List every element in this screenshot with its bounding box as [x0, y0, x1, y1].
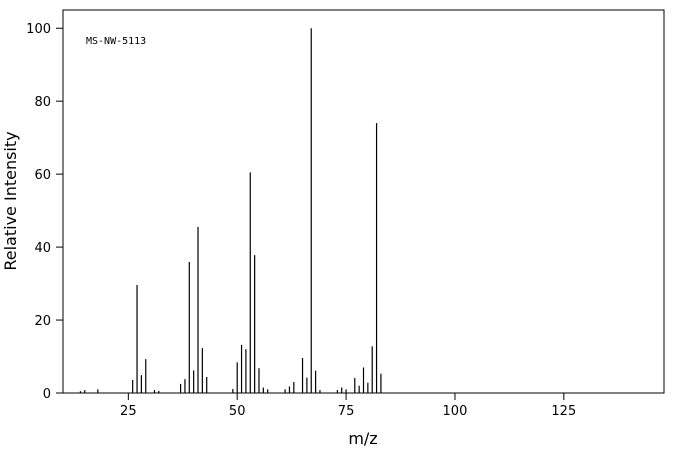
- y-axis-label: Relative Intensity: [1, 131, 20, 270]
- x-tick-label: 75: [338, 404, 355, 419]
- x-tick-label: 25: [120, 404, 137, 419]
- x-tick-label: 100: [443, 404, 468, 419]
- x-tick-label: 50: [229, 404, 246, 419]
- y-tick-label: 80: [34, 95, 51, 110]
- x-axis-label: m/z: [348, 429, 377, 448]
- y-tick-label: 0: [43, 387, 51, 402]
- y-tick-label: 100: [26, 22, 51, 37]
- plot-frame: [62, 9, 665, 394]
- annotation: MS-NW-5113: [86, 36, 146, 47]
- y-tick-label: 60: [34, 168, 51, 183]
- x-tick-label: 125: [551, 404, 576, 419]
- y-tick-label: 20: [34, 314, 51, 329]
- y-tick-label: 40: [34, 241, 51, 256]
